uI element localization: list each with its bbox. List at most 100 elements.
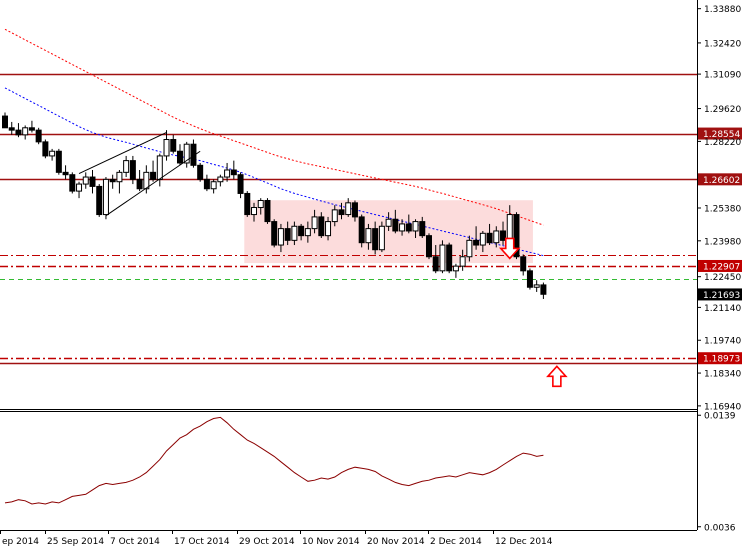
candle-body-64	[432, 256, 439, 272]
level-label-6: 1.26602	[703, 176, 740, 186]
price-tick-label-3: 1.29620	[704, 105, 741, 115]
candle-body-46	[311, 216, 318, 230]
candle-body-0	[2, 115, 8, 129]
date-axis: ep 2014 25 Sep 2014 7 Oct 2014 17 Oct 2014 2…	[0, 530, 553, 547]
level-lines-layer	[0, 73, 697, 365]
level-label-box-6	[698, 173, 742, 186]
level-label-4: 1.28554	[703, 130, 740, 140]
candle-body-75	[506, 214, 513, 241]
trend-line-0	[78, 132, 167, 174]
candle-body-68	[459, 256, 466, 267]
candle-body-65	[439, 244, 446, 272]
candle-body-78	[526, 270, 533, 288]
candle-body-52	[351, 202, 358, 218]
moving-averages-layer	[4, 28, 544, 257]
chart-frame	[0, 0, 698, 531]
annotations-layer	[78, 132, 568, 388]
price-tick-label-10: 1.22450	[704, 273, 741, 283]
date-label-3: 17 Oct 2014	[174, 537, 230, 547]
candle-body-27	[183, 143, 190, 164]
price-tick-label-2: 1.31090	[704, 71, 741, 81]
date-label-8: 12 Dec 2014	[495, 537, 553, 547]
candle-body-36	[244, 192, 251, 216]
candle-body-35	[237, 174, 244, 194]
candle-body-42	[284, 228, 291, 241]
candle-body-43	[291, 225, 298, 241]
candle-body-49	[331, 209, 338, 223]
level-label-14: 1.18973	[703, 355, 740, 365]
date-label-0: ep 2014	[2, 537, 39, 547]
candle-body-1	[8, 127, 15, 131]
candle-body-16	[109, 178, 116, 183]
arrow-up-icon	[546, 365, 568, 388]
candle-body-62	[419, 221, 426, 237]
level-label-box-14	[698, 352, 742, 365]
candle-body-31	[210, 181, 217, 190]
price-axis: 1.33880 1.32420 1.31090 1.29620 1.285541.282…	[697, 5, 742, 533]
candle-body-67	[452, 265, 459, 272]
candle-body-80	[540, 284, 547, 295]
current-price-box	[698, 288, 742, 301]
price-tick-label-12: 1.21140	[704, 304, 741, 314]
candle-body-34	[230, 169, 237, 176]
level-label-box-9	[698, 259, 742, 272]
candle-body-6	[42, 141, 49, 157]
indicator-tick-label-0: 0.0139	[704, 412, 736, 422]
candle-body-71	[479, 232, 486, 246]
date-label-6: 20 Nov 2014	[367, 537, 425, 547]
candle-body-17	[116, 171, 123, 183]
candle-body-79	[533, 284, 540, 288]
candle-body-33	[224, 169, 231, 178]
candle-body-70	[473, 239, 480, 246]
candle-body-74	[500, 230, 507, 241]
candle-body-69	[466, 239, 473, 258]
candle-body-53	[358, 216, 365, 244]
candle-body-4	[28, 127, 35, 131]
candle-body-56	[378, 225, 385, 251]
candle-body-39	[264, 199, 271, 223]
candles-layer	[2, 112, 547, 299]
price-tick-label-8: 1.23980	[704, 237, 741, 247]
candle-body-41	[277, 228, 284, 246]
level-label-9: 1.22907	[703, 262, 740, 272]
price-tick-label-13: 1.19740	[704, 337, 741, 347]
date-label-4: 29 Oct 2014	[239, 537, 295, 547]
candle-body-47	[318, 216, 325, 237]
price-tick-label-16: 1.16940	[704, 402, 741, 412]
price-tick-label-7: 1.25380	[704, 204, 741, 214]
candle-body-14	[96, 185, 103, 216]
candle-body-29	[197, 164, 204, 180]
candle-body-50	[338, 209, 345, 216]
date-label-5: 10 Nov 2014	[302, 537, 360, 547]
candle-body-10	[69, 174, 76, 192]
candle-body-2	[15, 129, 22, 136]
candle-body-37	[251, 207, 258, 216]
date-label-2: 7 Oct 2014	[110, 537, 160, 547]
candle-body-7	[49, 150, 56, 157]
candle-body-44	[298, 225, 305, 237]
candle-body-38	[257, 199, 264, 209]
date-label-1: 25 Sep 2014	[47, 537, 104, 547]
candle-body-8	[55, 150, 62, 173]
current-price-label: 1.21693	[703, 291, 740, 301]
arrow-down-icon	[498, 237, 521, 260]
candle-body-25	[170, 139, 177, 152]
candle-body-59	[399, 223, 406, 232]
price-tick-label-5: 1.28220	[704, 138, 741, 148]
indicator-tick-label-1: 0.0036	[704, 523, 736, 533]
candle-body-19	[129, 160, 136, 180]
indicator-layer	[4, 416, 544, 505]
candle-body-57	[385, 218, 392, 227]
candle-body-12	[82, 176, 89, 185]
moving-average-red	[4, 28, 544, 226]
price-tick-label-0: 1.33880	[704, 5, 741, 15]
candle-body-40	[271, 221, 278, 246]
candle-body-3	[22, 127, 29, 136]
candle-body-45	[304, 228, 311, 237]
candle-body-76	[513, 214, 520, 258]
candle-body-58	[392, 218, 399, 232]
candle-body-23	[156, 155, 163, 180]
candle-body-24	[163, 139, 170, 157]
date-label-7: 2 Dec 2014	[430, 537, 482, 547]
